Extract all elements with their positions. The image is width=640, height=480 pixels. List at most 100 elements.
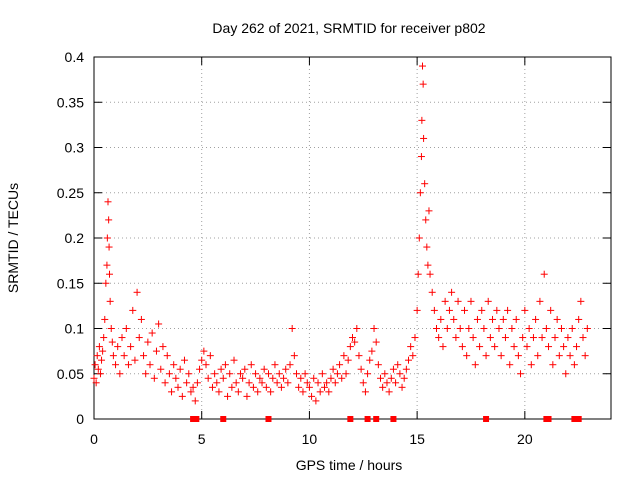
data-point: [178, 392, 186, 400]
data-point: [290, 352, 298, 360]
data-point: [336, 361, 344, 369]
data-point: [523, 343, 531, 351]
zero-value-marker: [193, 416, 200, 422]
data-point: [549, 361, 557, 369]
data-point: [96, 370, 104, 378]
data-point: [414, 270, 422, 278]
data-point: [529, 334, 537, 342]
data-point: [476, 343, 484, 351]
data-point: [422, 216, 430, 224]
data-point: [445, 306, 453, 314]
data-point: [129, 306, 137, 314]
data-point: [282, 365, 290, 373]
data-point: [150, 374, 158, 382]
data-point: [407, 343, 415, 351]
data-point: [183, 379, 191, 387]
data-point: [545, 343, 553, 351]
data-point: [247, 361, 255, 369]
data-point: [286, 361, 294, 369]
data-point: [318, 370, 326, 378]
data-point: [564, 334, 572, 342]
data-point: [116, 370, 124, 378]
data-point: [344, 356, 352, 364]
y-tick-label: 0.35: [57, 94, 84, 110]
data-point: [254, 388, 262, 396]
data-point: [495, 325, 503, 332]
data-point: [359, 379, 367, 387]
data-point: [221, 361, 229, 369]
data-point: [99, 347, 107, 355]
data-point: [262, 383, 270, 391]
data-point: [389, 365, 397, 373]
data-point: [142, 370, 150, 378]
data-point: [437, 315, 445, 323]
data-point: [577, 297, 585, 305]
data-point: [555, 352, 563, 360]
data-point: [425, 207, 433, 215]
data-point: [271, 361, 279, 369]
data-point: [329, 365, 337, 373]
data-point: [562, 370, 570, 378]
y-tick-label: 0.25: [57, 185, 84, 201]
data-point: [553, 315, 561, 323]
data-point: [170, 361, 178, 369]
data-point: [514, 352, 522, 360]
x-tick-label: 20: [517, 431, 533, 447]
data-point: [416, 189, 424, 197]
data-point: [305, 383, 313, 391]
data-point: [273, 379, 281, 387]
data-point: [568, 325, 576, 332]
data-point: [185, 370, 193, 378]
data-point: [120, 352, 128, 360]
data-point: [224, 392, 232, 400]
data-point: [232, 379, 240, 387]
zero-value-marker: [483, 416, 490, 422]
data-point: [340, 352, 348, 360]
data-point: [525, 325, 533, 332]
data-point: [439, 343, 447, 351]
zero-value-marker: [347, 416, 354, 422]
data-point: [104, 198, 112, 206]
data-point: [217, 365, 225, 373]
data-point: [325, 388, 333, 396]
data-point: [204, 374, 212, 382]
data-point: [299, 388, 307, 396]
data-point: [144, 338, 152, 346]
data-point: [433, 325, 441, 332]
data-point: [94, 365, 102, 373]
data-point: [239, 374, 247, 382]
data-point: [267, 388, 275, 396]
data-point: [155, 320, 163, 328]
data-point: [423, 243, 431, 251]
data-point: [452, 334, 460, 342]
y-tick-label: 0.15: [57, 275, 84, 291]
data-point: [159, 343, 167, 351]
data-point: [91, 361, 99, 369]
data-point: [418, 116, 426, 124]
data-point: [394, 361, 402, 369]
data-point: [133, 288, 141, 296]
data-point: [310, 374, 318, 382]
data-point: [98, 356, 106, 364]
data-point: [463, 352, 471, 360]
data-point: [413, 306, 421, 314]
data-point: [506, 361, 514, 369]
data-point: [275, 370, 283, 378]
data-point: [441, 297, 449, 305]
data-point: [381, 370, 389, 378]
data-point: [191, 397, 199, 405]
zero-value-marker: [220, 416, 227, 422]
data-point: [443, 325, 451, 332]
y-tick-label: 0.1: [65, 321, 85, 337]
data-point: [471, 361, 479, 369]
data-point: [256, 374, 264, 382]
data-point: [486, 334, 494, 342]
zero-value-marker: [571, 416, 578, 422]
data-point: [379, 383, 387, 391]
data-point: [163, 352, 171, 360]
data-point: [368, 347, 376, 355]
data-point: [435, 334, 443, 342]
data-point: [338, 374, 346, 382]
data-point: [542, 325, 550, 332]
